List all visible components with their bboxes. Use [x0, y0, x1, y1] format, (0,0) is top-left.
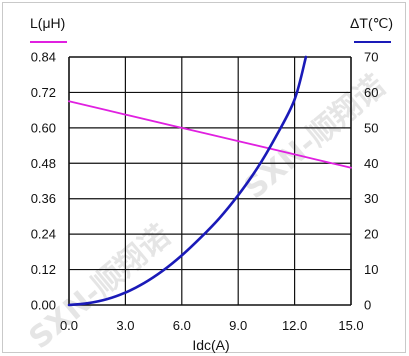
left-tick-label: 0.24 [31, 227, 56, 242]
x-tick-label: 0.0 [60, 318, 78, 333]
right-tick-label: 60 [364, 85, 378, 100]
right-tick-label: 10 [364, 262, 378, 277]
right-tick-labels: 0 10 20 30 40 50 60 70 [364, 50, 378, 313]
x-tick-label: 15.0 [338, 318, 363, 333]
right-axis-title: ΔT(℃) [350, 15, 393, 31]
right-tick-label: 70 [364, 50, 378, 65]
temperature-rise-series-line [67, 55, 308, 307]
left-tick-label: 0.48 [31, 156, 56, 171]
x-tick-label: 12.0 [282, 318, 307, 333]
left-tick-label: 0.36 [31, 191, 56, 206]
x-axis-title: Idc(A) [192, 337, 229, 353]
x-tick-labels: 0.0 3.0 6.0 9.0 12.0 15.0 [60, 318, 364, 333]
right-tick-label: 40 [364, 156, 378, 171]
right-tick-label: 50 [364, 120, 378, 135]
x-tick-label: 3.0 [116, 318, 134, 333]
right-tick-label: 20 [364, 227, 378, 242]
right-tick-label: 0 [364, 298, 371, 313]
grid-lines [68, 56, 352, 306]
left-tick-label: 0.84 [31, 50, 56, 65]
watermark-layer: SXN-顺翔诺 SXN-顺翔诺 [23, 69, 392, 356]
inductance-series-line [68, 100, 352, 169]
left-tick-label: 0.60 [31, 120, 56, 135]
series-layer [67, 55, 352, 307]
left-tick-label: 0.00 [31, 298, 56, 313]
x-tick-label: 6.0 [173, 318, 191, 333]
left-tick-label: 0.72 [31, 85, 56, 100]
chart-frame [2, 2, 406, 353]
left-axis-title: L(μH) [30, 15, 65, 31]
left-tick-labels: 0.00 0.12 0.24 0.36 0.48 0.60 0.72 0.84 [31, 50, 56, 313]
x-tick-label: 9.0 [229, 318, 247, 333]
left-tick-label: 0.12 [31, 262, 56, 277]
right-tick-label: 30 [364, 191, 378, 206]
